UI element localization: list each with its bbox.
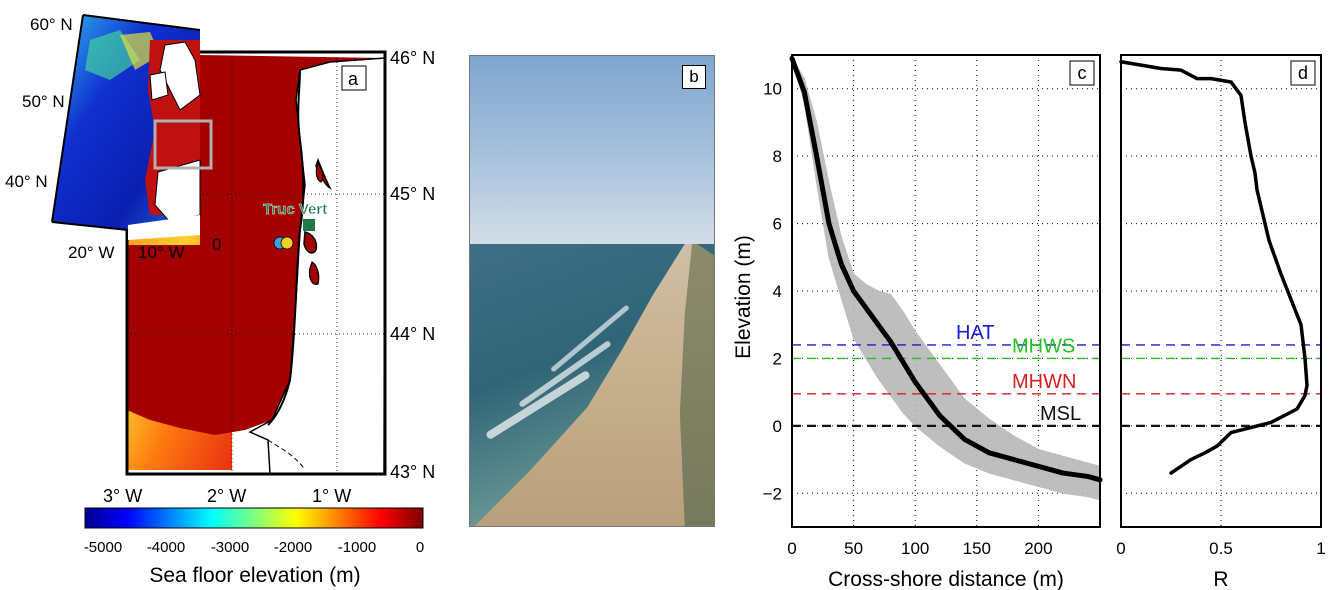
y-axis-label: Elevation (m)	[732, 235, 755, 359]
y-tick-label: 2	[773, 349, 782, 368]
x-tick-label: 100	[901, 539, 929, 558]
inset-lon-label-20w: 20° W	[68, 243, 114, 262]
colorbar-tick: -1000	[338, 539, 376, 556]
lagoon-1	[308, 261, 320, 285]
lon-label-1w: 1° W	[312, 486, 351, 506]
x-tick-label: 50	[844, 539, 863, 558]
panel-label-box	[1069, 60, 1095, 86]
colorbar-label: Sea floor elevation (m)	[149, 564, 360, 587]
y-tick-label: 4	[773, 282, 782, 301]
inset-lat-label-60: 60° N	[30, 15, 73, 34]
x-tick-label: 150	[963, 539, 991, 558]
inset-lat-label-40: 40° N	[5, 172, 48, 191]
inset-ireland	[149, 71, 169, 101]
inset-north-africa	[128, 215, 200, 240]
y-tick-label: 10	[763, 80, 782, 99]
x-tick-label: 0	[1116, 539, 1125, 558]
truc-vert-label: Truc Vert	[263, 201, 327, 218]
x-tick-label: 0	[787, 539, 796, 558]
reference-level-label: MHWN	[1012, 371, 1076, 393]
inset-lat-label-50: 50° N	[22, 92, 65, 111]
plot-frame	[1120, 54, 1322, 528]
y-tick-label: 8	[773, 147, 782, 166]
map-frame	[125, 50, 387, 476]
reference-level-label: MSL	[1040, 403, 1081, 425]
reference-level-label: MHWS	[1012, 335, 1075, 357]
plot-frame	[791, 54, 1101, 528]
lon-label-3w: 3° W	[103, 486, 142, 506]
y-tick-label: −2	[763, 484, 782, 503]
x-axis-label: R	[1213, 568, 1228, 590]
y-tick-label: 6	[773, 215, 782, 234]
lat-label-44n: 44° N	[390, 324, 435, 344]
lat-label-46n: 46° N	[390, 48, 435, 68]
lat-label-45n: 45° N	[390, 184, 435, 204]
colorbar-tick: -2000	[274, 539, 312, 556]
buoy-marker-yellow	[280, 236, 294, 250]
inset-frame	[51, 14, 201, 231]
panel-label: d	[1298, 63, 1308, 83]
arcachon-basin	[303, 231, 318, 254]
border-line	[267, 439, 306, 471]
panel-d-chart: 0 0.5 1 Rd	[1116, 54, 1326, 590]
reference-level-label: HAT	[956, 322, 995, 344]
colorbar-tick: 0	[416, 539, 424, 556]
inset-lon-label-10w: 10° W	[138, 243, 184, 262]
lat-label-43n: 43° N	[390, 462, 435, 482]
coastline	[267, 69, 305, 426]
panel-a-label: a	[348, 69, 359, 89]
panel-b-label: b	[689, 67, 699, 86]
series-line	[789, 55, 1103, 483]
colorbar	[84, 507, 424, 529]
panel-a-label-box	[341, 65, 367, 91]
panel-c-chart: 0 50 100 150 200 −2 0 2 4 6 8 10 Cross-shore distanc…	[732, 54, 1103, 590]
photo-sky	[470, 56, 714, 244]
profile-envelope	[791, 58, 1101, 501]
colorbar-tick: -5000	[84, 539, 122, 556]
truc-vert-marker	[303, 219, 315, 231]
inset-lon-label-0: 0	[212, 235, 221, 254]
panel-label: c	[1078, 63, 1087, 83]
colorbar-ticks: -5000 -4000 -3000 -2000 -1000 0	[84, 539, 424, 556]
colorbar-tick: -3000	[211, 539, 249, 556]
panel-label-box	[1290, 60, 1316, 86]
lon-label-2w: 2° W	[207, 486, 246, 506]
inset-map: 60° N 50° N 40° N 20° W 10° W 0	[5, 14, 221, 262]
panel-b-label-box: b	[682, 65, 706, 89]
x-tick-label: 1	[1316, 539, 1325, 558]
continental-shelf	[127, 55, 385, 435]
x-tick-label: 0.5	[1209, 539, 1233, 558]
study-area-box	[153, 119, 213, 170]
x-axis-label: Cross-shore distance (m)	[828, 568, 1064, 590]
series-line	[1119, 59, 1309, 475]
colorbar-tick: -4000	[147, 539, 185, 556]
x-tick-label: 200	[1024, 539, 1052, 558]
lagoon-2	[315, 162, 324, 183]
beach-aerial-photo: b	[469, 55, 715, 527]
panel-a-map: 60° N 50° N 40° N 20° W 10° W 0 Truc Ver…	[5, 14, 435, 587]
graticule	[127, 58, 385, 474]
y-tick-label: 0	[773, 417, 782, 436]
